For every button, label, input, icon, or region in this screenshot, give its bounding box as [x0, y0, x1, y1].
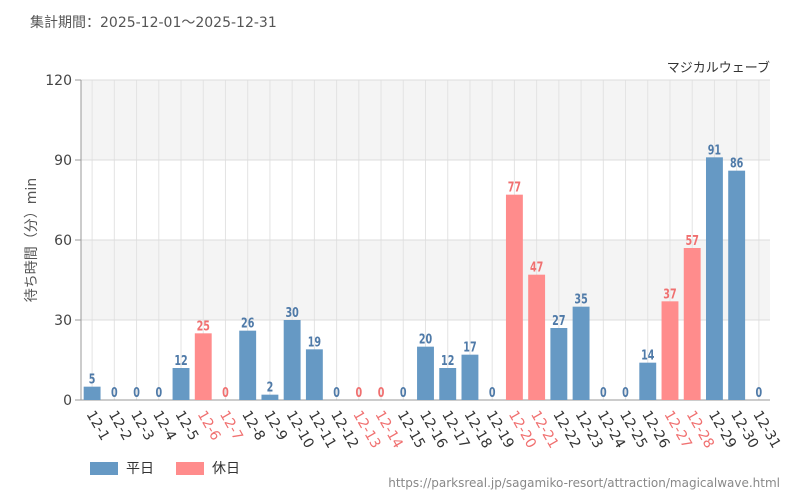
- bar-weekday: [550, 328, 568, 400]
- bar-value-label: 0: [333, 385, 340, 400]
- bar-value-label: 0: [756, 385, 763, 400]
- bar-weekday: [172, 368, 190, 400]
- bar-weekday: [461, 354, 479, 400]
- bar-weekday: [239, 330, 257, 400]
- bar-value-label: 0: [155, 385, 162, 400]
- bar-holiday: [528, 274, 546, 400]
- bar-value-label: 0: [600, 385, 607, 400]
- bar-weekday: [417, 346, 434, 400]
- y-tick-label: 30: [54, 313, 72, 329]
- legend-label-holiday: 休日: [212, 461, 240, 477]
- bar-weekday: [705, 157, 723, 400]
- legend-swatch-holiday: [176, 461, 204, 475]
- bar-value-label: 0: [111, 385, 118, 400]
- bar-value-label: 57: [686, 233, 699, 248]
- y-tick-label: 90: [54, 153, 72, 169]
- chart-title: マジカルウェーブ: [667, 60, 770, 76]
- bar-weekday: [439, 368, 457, 400]
- bar-weekday: [283, 320, 301, 400]
- bar-value-label: 5: [89, 372, 96, 387]
- bar-weekday: [728, 170, 746, 400]
- y-tick-label: 60: [54, 233, 72, 249]
- bar-holiday: [194, 333, 212, 400]
- y-tick-label: 120: [45, 73, 72, 89]
- bar-weekday: [639, 362, 657, 400]
- bar-holiday: [683, 248, 701, 400]
- legend-swatch-weekday: [90, 461, 118, 475]
- bar-value-label: 25: [197, 318, 210, 333]
- bar-value-label: 14: [641, 348, 654, 363]
- bar-value-label: 0: [222, 385, 229, 400]
- bar-value-label: 35: [574, 292, 587, 307]
- bar-weekday: [572, 306, 590, 400]
- bar-weekday: [261, 394, 279, 400]
- bar-value-label: 91: [708, 142, 721, 157]
- bar-value-label: 2: [267, 380, 274, 395]
- legend-label-weekday: 平日: [126, 461, 154, 477]
- bar-value-label: 0: [133, 385, 140, 400]
- page-title: 集計期間：2025-12-01～2025-12-31: [30, 15, 277, 31]
- bar-value-label: 12: [174, 353, 187, 368]
- bar-value-label: 37: [663, 286, 676, 301]
- bar-value-label: 0: [355, 385, 362, 400]
- bar-value-label: 26: [241, 316, 254, 331]
- bar-value-label: 19: [308, 334, 321, 349]
- legend-item-weekday: 平日: [90, 458, 154, 478]
- source-credit: https://parksreal.jp/sagamiko-resort/att…: [388, 476, 780, 490]
- bar-holiday: [661, 301, 679, 400]
- bar-value-label: 77: [508, 180, 521, 195]
- y-axis-label: 待ち時間（分）min: [24, 178, 40, 302]
- bar-value-label: 20: [419, 332, 432, 347]
- y-tick-label: 0: [63, 393, 72, 409]
- bar-value-label: 0: [400, 385, 407, 400]
- bar-value-label: 27: [552, 313, 565, 328]
- legend: 平日 休日: [90, 458, 262, 478]
- bar-value-label: 17: [463, 340, 476, 355]
- bar-value-label: 0: [622, 385, 629, 400]
- bar-value-label: 30: [285, 305, 298, 320]
- bar-value-label: 12: [441, 353, 454, 368]
- bar-value-label: 86: [730, 156, 743, 171]
- bar-value-label: 47: [530, 260, 543, 275]
- bar-weekday: [305, 349, 323, 400]
- bar-weekday: [83, 386, 101, 400]
- bar-value-label: 0: [378, 385, 385, 400]
- legend-item-holiday: 休日: [176, 458, 240, 478]
- bar-holiday: [505, 194, 523, 400]
- bar-value-label: 0: [489, 385, 496, 400]
